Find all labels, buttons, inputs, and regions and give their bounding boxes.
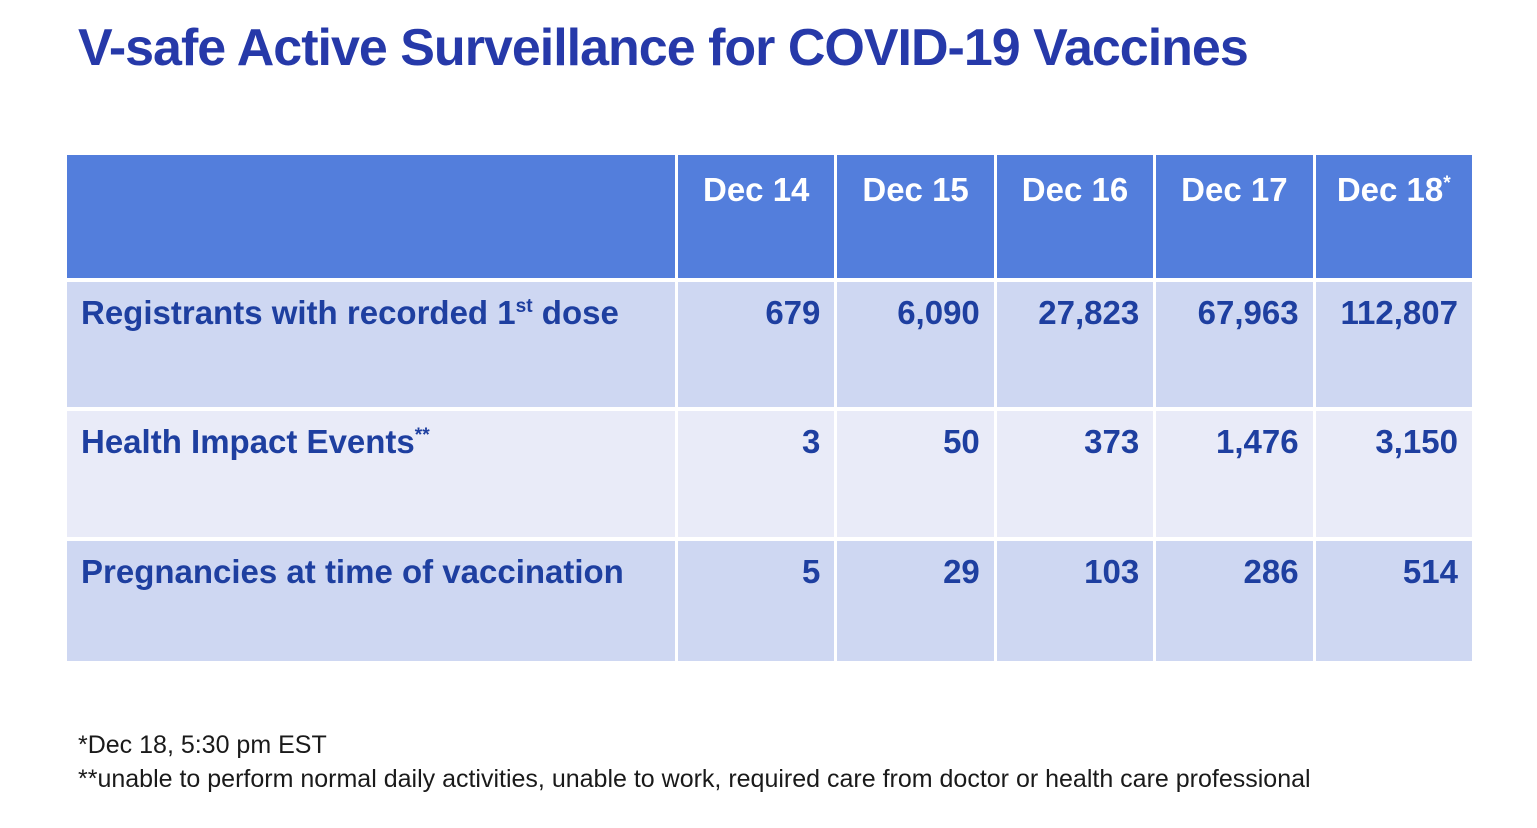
row-label-registrants: Registrants with recorded 1st dose xyxy=(67,282,675,407)
column-header-label: Dec 18 xyxy=(1336,171,1444,208)
footnote-definition: **unable to perform normal daily activit… xyxy=(78,765,1311,793)
column-header-dec-17: Dec 17 xyxy=(1156,155,1313,278)
column-header-label: Dec 14 xyxy=(702,171,810,208)
cell-value-registrants-dec15: 6,090 xyxy=(837,282,994,407)
column-header-sup: * xyxy=(1443,173,1451,194)
cell-value-pregnancies-dec18: 514 xyxy=(1315,541,1472,661)
cell-value-pregnancies-dec16: 103 xyxy=(996,541,1154,661)
cell-value-pregnancies-dec17: 286 xyxy=(1156,541,1313,661)
cell-value-health-dec17: 1,476 xyxy=(1156,411,1313,537)
cell-value-pregnancies-dec14: 5 xyxy=(678,541,835,661)
row-label-text: Pregnancies at time of vaccination xyxy=(81,553,624,590)
column-header-label: Dec 15 xyxy=(862,171,969,208)
row-label-sup: ** xyxy=(414,425,430,446)
column-header-dec-15: Dec 15 xyxy=(837,155,994,278)
table-corner-cell xyxy=(67,155,675,278)
row-label-text: Health Impact Events xyxy=(81,423,415,460)
cell-value-health-dec18: 3,150 xyxy=(1315,411,1472,537)
cell-value-health-dec15: 50 xyxy=(837,411,994,537)
row-label-tail: dose xyxy=(532,294,619,331)
row-label-health-impact-events: Health Impact Events** xyxy=(67,411,675,537)
surveillance-table: Dec 14 Dec 15 Dec 16 Dec 17 Dec 18* Regi… xyxy=(67,155,1472,661)
footnote-date: *Dec 18, 5:30 pm EST xyxy=(78,731,327,759)
cell-value-registrants-dec17: 67,963 xyxy=(1156,282,1313,407)
footnotes: *Dec 18, 5:30 pm EST **unable to perform… xyxy=(78,728,1311,796)
cell-value-health-dec14: 3 xyxy=(678,411,835,537)
cell-value-registrants-dec14: 679 xyxy=(678,282,835,407)
row-label-sup: st xyxy=(515,296,533,317)
column-header-dec-18: Dec 18* xyxy=(1315,155,1472,278)
row-label-pregnancies: Pregnancies at time of vaccination xyxy=(67,541,675,661)
page-title: V-safe Active Surveillance for COVID-19 … xyxy=(78,19,1249,77)
cell-value-health-dec16: 373 xyxy=(996,411,1154,537)
column-header-dec-16: Dec 16 xyxy=(996,155,1154,278)
column-header-label: Dec 16 xyxy=(1021,171,1129,208)
cell-value-registrants-dec18: 112,807 xyxy=(1315,282,1472,407)
row-label-text: Registrants with recorded 1 xyxy=(81,294,516,331)
column-header-dec-14: Dec 14 xyxy=(678,155,835,278)
column-header-label: Dec 17 xyxy=(1181,171,1288,208)
cell-value-pregnancies-dec15: 29 xyxy=(837,541,994,661)
cell-value-registrants-dec16: 27,823 xyxy=(996,282,1154,407)
